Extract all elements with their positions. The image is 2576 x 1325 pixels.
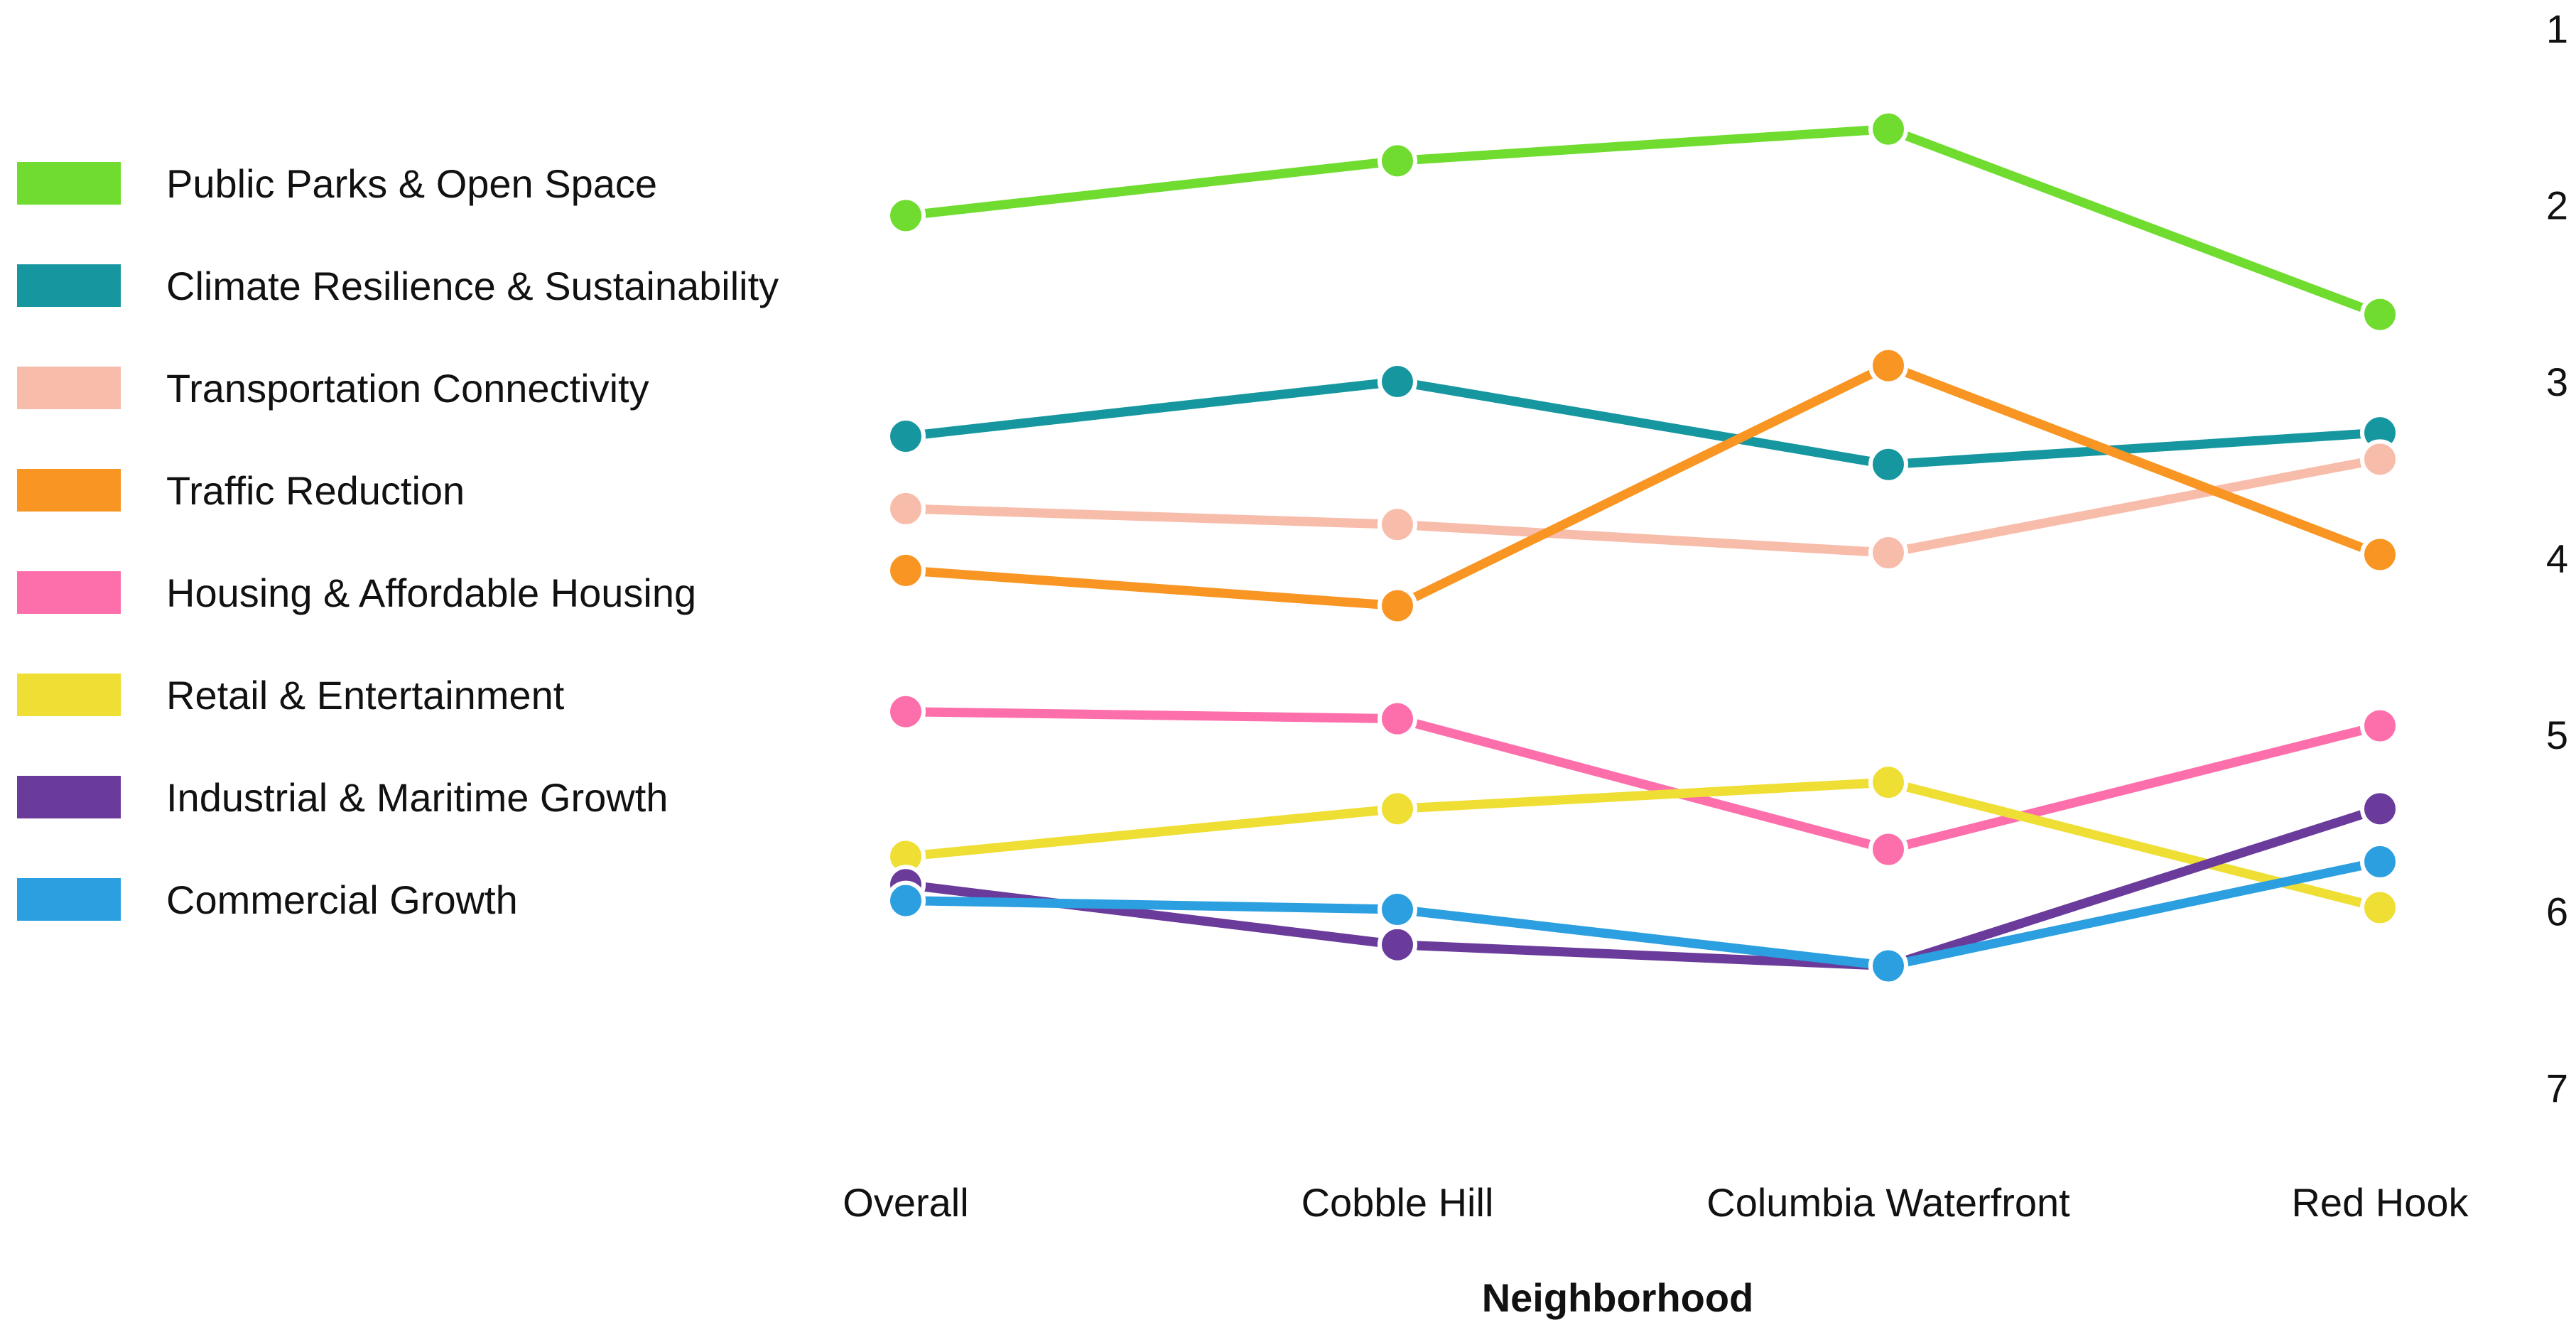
series-lines (901, 124, 2385, 971)
data-point-housing-and-affordable-housing[interactable] (886, 691, 926, 732)
data-point-retail-and-entertainment[interactable] (1378, 789, 1417, 829)
data-point-commercial-growth[interactable] (2360, 841, 2400, 882)
y-tick-label: 3 (2546, 359, 2568, 404)
legend-label: Climate Resilience & Sustainability (166, 264, 779, 308)
legend-item-climate-resilience-and-sustainability[interactable]: Climate Resilience & Sustainability (17, 264, 779, 308)
legend-label: Commercial Growth (166, 877, 518, 922)
data-point-housing-and-affordable-housing[interactable] (1378, 698, 1417, 739)
data-point-public-parks-and-open-space[interactable] (886, 195, 926, 236)
x-tick-label: Overall (843, 1180, 968, 1225)
data-point-industrial-and-maritime-growth[interactable] (2360, 789, 2400, 829)
x-axis-title: Neighborhood (1482, 1275, 1754, 1320)
data-point-transportation-connectivity[interactable] (2360, 439, 2400, 480)
legend-swatch (17, 674, 121, 716)
series-line-traffic-reduction (901, 361, 2385, 611)
legend-item-commercial-growth[interactable]: Commercial Growth (17, 877, 518, 922)
series-line-commercial-growth (901, 857, 2385, 971)
data-point-traffic-reduction[interactable] (1868, 345, 1908, 386)
series-line-public-parks-and-open-space (901, 124, 2385, 320)
data-point-public-parks-and-open-space[interactable] (1868, 109, 1908, 149)
series-line-industrial-and-maritime-growth (901, 804, 2385, 971)
legend-label: Housing & Affordable Housing (166, 570, 696, 615)
legend-label: Retail & Entertainment (166, 673, 565, 718)
y-tick-label: 7 (2546, 1066, 2568, 1110)
series-line-retail-and-entertainment (901, 777, 2385, 913)
data-point-transportation-connectivity[interactable] (886, 488, 926, 529)
data-point-traffic-reduction[interactable] (2360, 534, 2400, 575)
x-tick-label: Columbia Waterfront (1706, 1180, 2070, 1225)
legend: Public Parks & Open Space Climate Resilie… (17, 161, 779, 922)
legend-swatch (17, 162, 121, 205)
data-point-retail-and-entertainment[interactable] (2360, 887, 2400, 928)
data-point-commercial-growth[interactable] (886, 880, 926, 921)
legend-swatch (17, 469, 121, 512)
data-point-housing-and-affordable-housing[interactable] (2360, 705, 2400, 746)
x-tick-label: Red Hook (2291, 1180, 2469, 1225)
data-point-public-parks-and-open-space[interactable] (2360, 294, 2400, 335)
y-tick-label: 2 (2546, 183, 2568, 228)
data-point-retail-and-entertainment[interactable] (1868, 762, 1908, 803)
data-point-public-parks-and-open-space[interactable] (1378, 141, 1417, 181)
data-point-housing-and-affordable-housing[interactable] (1868, 829, 1908, 870)
legend-item-traffic-reduction[interactable]: Traffic Reduction (17, 468, 465, 513)
legend-swatch (17, 367, 121, 409)
data-point-industrial-and-maritime-growth[interactable] (1378, 924, 1417, 965)
data-point-climate-resilience-and-sustainability[interactable] (1868, 444, 1908, 485)
legend-label: Traffic Reduction (166, 468, 465, 513)
legend-swatch (17, 878, 121, 921)
legend-swatch (17, 571, 121, 614)
data-point-traffic-reduction[interactable] (886, 550, 926, 590)
y-tick-label: 1 (2546, 6, 2568, 51)
series-line-housing-and-affordable-housing (901, 707, 2385, 855)
data-point-climate-resilience-and-sustainability[interactable] (886, 416, 926, 457)
series-points (886, 109, 2400, 986)
legend-swatch (17, 264, 121, 307)
series-line-transportation-connectivity (901, 454, 2385, 558)
series-line-climate-resilience-and-sustainability (901, 377, 2385, 470)
data-point-commercial-growth[interactable] (1378, 889, 1417, 930)
x-axis: Overall Cobble Hill Columbia Waterfront Red… (843, 1180, 2469, 1225)
data-point-commercial-growth[interactable] (1868, 946, 1908, 986)
data-point-climate-resilience-and-sustainability[interactable] (1378, 362, 1417, 401)
legend-label: Public Parks & Open Space (166, 161, 657, 206)
legend-item-public-parks-and-open-space[interactable]: Public Parks & Open Space (17, 161, 657, 206)
legend-swatch (17, 776, 121, 818)
data-point-traffic-reduction[interactable] (1378, 585, 1417, 626)
data-point-transportation-connectivity[interactable] (1378, 504, 1417, 545)
y-tick-label: 5 (2546, 713, 2568, 757)
y-tick-label: 4 (2546, 536, 2568, 581)
legend-label: Transportation Connectivity (166, 366, 649, 411)
legend-item-housing-and-affordable-housing[interactable]: Housing & Affordable Housing (17, 570, 696, 615)
data-point-transportation-connectivity[interactable] (1868, 533, 1908, 573)
legend-item-transportation-connectivity[interactable]: Transportation Connectivity (17, 366, 649, 411)
y-axis: 1 2 3 4 5 6 7 (2546, 6, 2568, 1110)
legend-item-retail-and-entertainment[interactable]: Retail & Entertainment (17, 673, 565, 718)
x-tick-label: Cobble Hill (1301, 1180, 1494, 1225)
legend-item-industrial-and-maritime-growth[interactable]: Industrial & Maritime Growth (17, 775, 668, 820)
legend-label: Industrial & Maritime Growth (166, 775, 668, 820)
y-tick-label: 6 (2546, 889, 2568, 934)
